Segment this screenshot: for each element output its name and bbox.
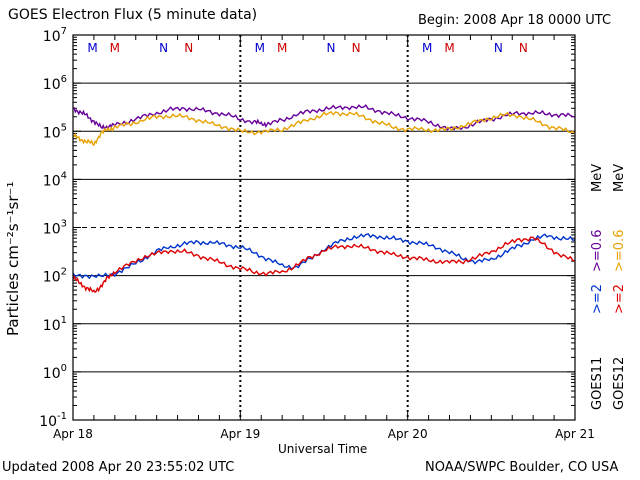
- mn-marker: N: [159, 41, 168, 55]
- legend-goes11-2mev: >=2: [590, 283, 605, 314]
- legend-goes11-mev-unit: MeV: [590, 163, 605, 192]
- x-tick-label: Apr 18: [53, 427, 93, 441]
- legend-goes12-mev-unit: MeV: [612, 163, 627, 192]
- y-tick-label: 100: [43, 363, 67, 382]
- y-tick-label: 107: [43, 26, 67, 45]
- y-tick-label: 10-1: [39, 411, 67, 430]
- legend-goes11-06mev: >=0.6: [590, 229, 605, 272]
- y-tick-label: 103: [43, 219, 67, 238]
- mn-marker: M: [444, 41, 454, 55]
- mn-marker: N: [184, 41, 193, 55]
- y-tick-label: 106: [43, 74, 67, 93]
- mn-marker: M: [87, 41, 97, 55]
- mn-marker: N: [352, 41, 361, 55]
- mn-marker: M: [422, 41, 432, 55]
- begin-time-label: Begin: 2008 Apr 18 0000 UTC: [418, 13, 612, 28]
- x-tick-label: Apr 21: [555, 427, 595, 441]
- y-tick-label: 105: [43, 122, 67, 141]
- x-tick-label: Apr 20: [388, 427, 428, 441]
- mn-marker: M: [255, 41, 265, 55]
- x-axis-title: Universal Time: [278, 442, 368, 456]
- y-tick-label: 102: [43, 267, 67, 286]
- legend-goes12-06mev: >=0.6: [612, 229, 627, 272]
- mn-marker: N: [519, 41, 528, 55]
- mn-marker: M: [110, 41, 120, 55]
- legend-goes11: GOES11: [590, 356, 605, 410]
- y-tick-label: 101: [43, 315, 67, 334]
- mn-marker: N: [494, 41, 503, 55]
- plot-frame: [72, 34, 576, 421]
- credit-label: NOAA/SWPC Boulder, CO USA: [425, 460, 619, 475]
- series-line: [72, 110, 576, 147]
- mn-marker: N: [326, 41, 335, 55]
- y-axis-title: Particles cm⁻²s⁻¹sr⁻¹: [4, 181, 22, 336]
- updated-timestamp: Updated 2008 Apr 20 23:55:02 UTC: [2, 460, 235, 475]
- y-tick-label: 104: [43, 170, 67, 189]
- series-line: [72, 236, 576, 294]
- mn-marker: M: [277, 41, 287, 55]
- legend-goes12: GOES12: [612, 356, 627, 410]
- x-tick-label: Apr 19: [220, 427, 260, 441]
- chart-title: GOES Electron Flux (5 minute data): [8, 7, 258, 23]
- legend-goes12-2mev: >=2: [612, 283, 627, 314]
